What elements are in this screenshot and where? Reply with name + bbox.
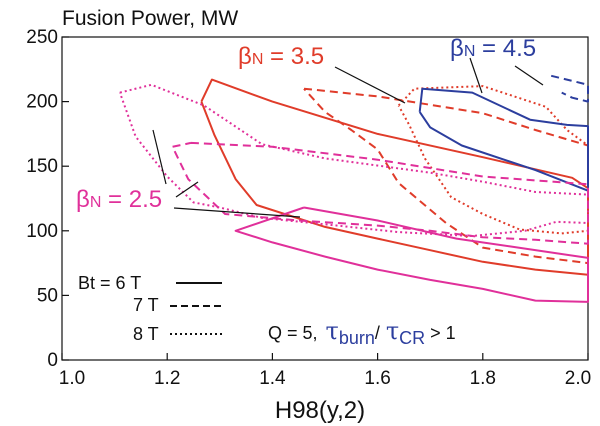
legend-label-8t: 8 T <box>133 324 159 344</box>
x-axis: 1.0 1.2 1.4 1.6 1.8 2.0 <box>59 353 591 389</box>
series-beta45-bt6 <box>418 87 589 192</box>
beta45-label: βN = 4.5 <box>450 35 536 62</box>
series-beta25-bt8 <box>118 83 589 237</box>
leader-beta25-a <box>152 129 167 185</box>
chart-title: Fusion Power, MW <box>62 7 238 30</box>
leader-beta45-b <box>514 65 544 86</box>
leader-beta25-c <box>173 207 301 218</box>
x-tick-label: 2.0 <box>565 368 591 389</box>
x-tick-label: 1.4 <box>259 368 286 389</box>
y-tick-label: 0 <box>47 350 58 371</box>
series-beta25-bt6 <box>234 206 589 303</box>
y-tick-label: 100 <box>26 221 58 242</box>
series-layer <box>118 74 589 303</box>
condition-text: Q = 5, τburn/ τCR > 1 <box>268 317 456 348</box>
y-axis: 0 50 100 150 200 250 <box>26 27 69 371</box>
y-tick-label: 250 <box>26 27 58 48</box>
beta25-label: βN = 2.5 <box>76 186 162 213</box>
x-tick-label: 1.0 <box>59 368 85 389</box>
y-tick-label: 50 <box>37 285 58 306</box>
x-tick-label: 1.8 <box>470 368 496 389</box>
y-tick-label: 150 <box>26 156 58 177</box>
leader-beta25-b <box>175 181 199 198</box>
series-beta25-bt7 <box>171 141 589 245</box>
beta35-label: βN = 3.5 <box>238 43 324 70</box>
series-beta35-bt7 <box>303 87 589 265</box>
series-beta45-bt7 <box>550 74 589 103</box>
legend-label-7t: 7 T <box>133 295 159 315</box>
x-axis-title: H98(y,2) <box>275 397 365 424</box>
x-tick-label: 1.6 <box>364 368 390 389</box>
y-tick-label: 200 <box>26 92 58 113</box>
leader-lines <box>152 57 544 218</box>
leader-beta35 <box>334 66 406 104</box>
legend: Bt = 6 T 7 T 8 T <box>78 273 222 344</box>
legend-label-6t: Bt = 6 T <box>78 273 141 293</box>
leader-beta45-a <box>469 57 483 94</box>
x-tick-label: 1.2 <box>154 368 180 389</box>
